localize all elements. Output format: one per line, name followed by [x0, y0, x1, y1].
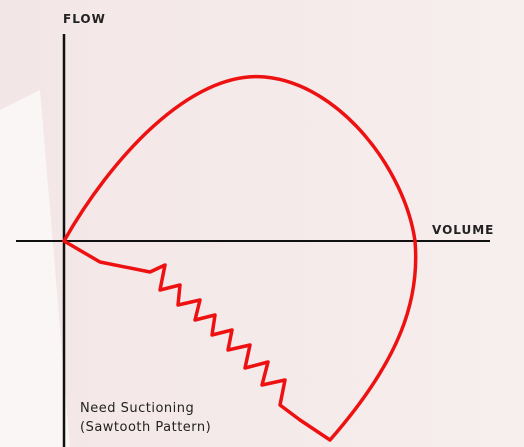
volume-label: VOLUME	[432, 223, 494, 237]
flow-volume-loop	[62, 75, 418, 442]
annotation-line-1: Need Suctioning	[80, 401, 194, 416]
light-band	[0, 90, 70, 447]
flow-label: FLOW	[63, 12, 106, 26]
annotation-line-2: (Sawtooth Pattern)	[80, 420, 211, 435]
